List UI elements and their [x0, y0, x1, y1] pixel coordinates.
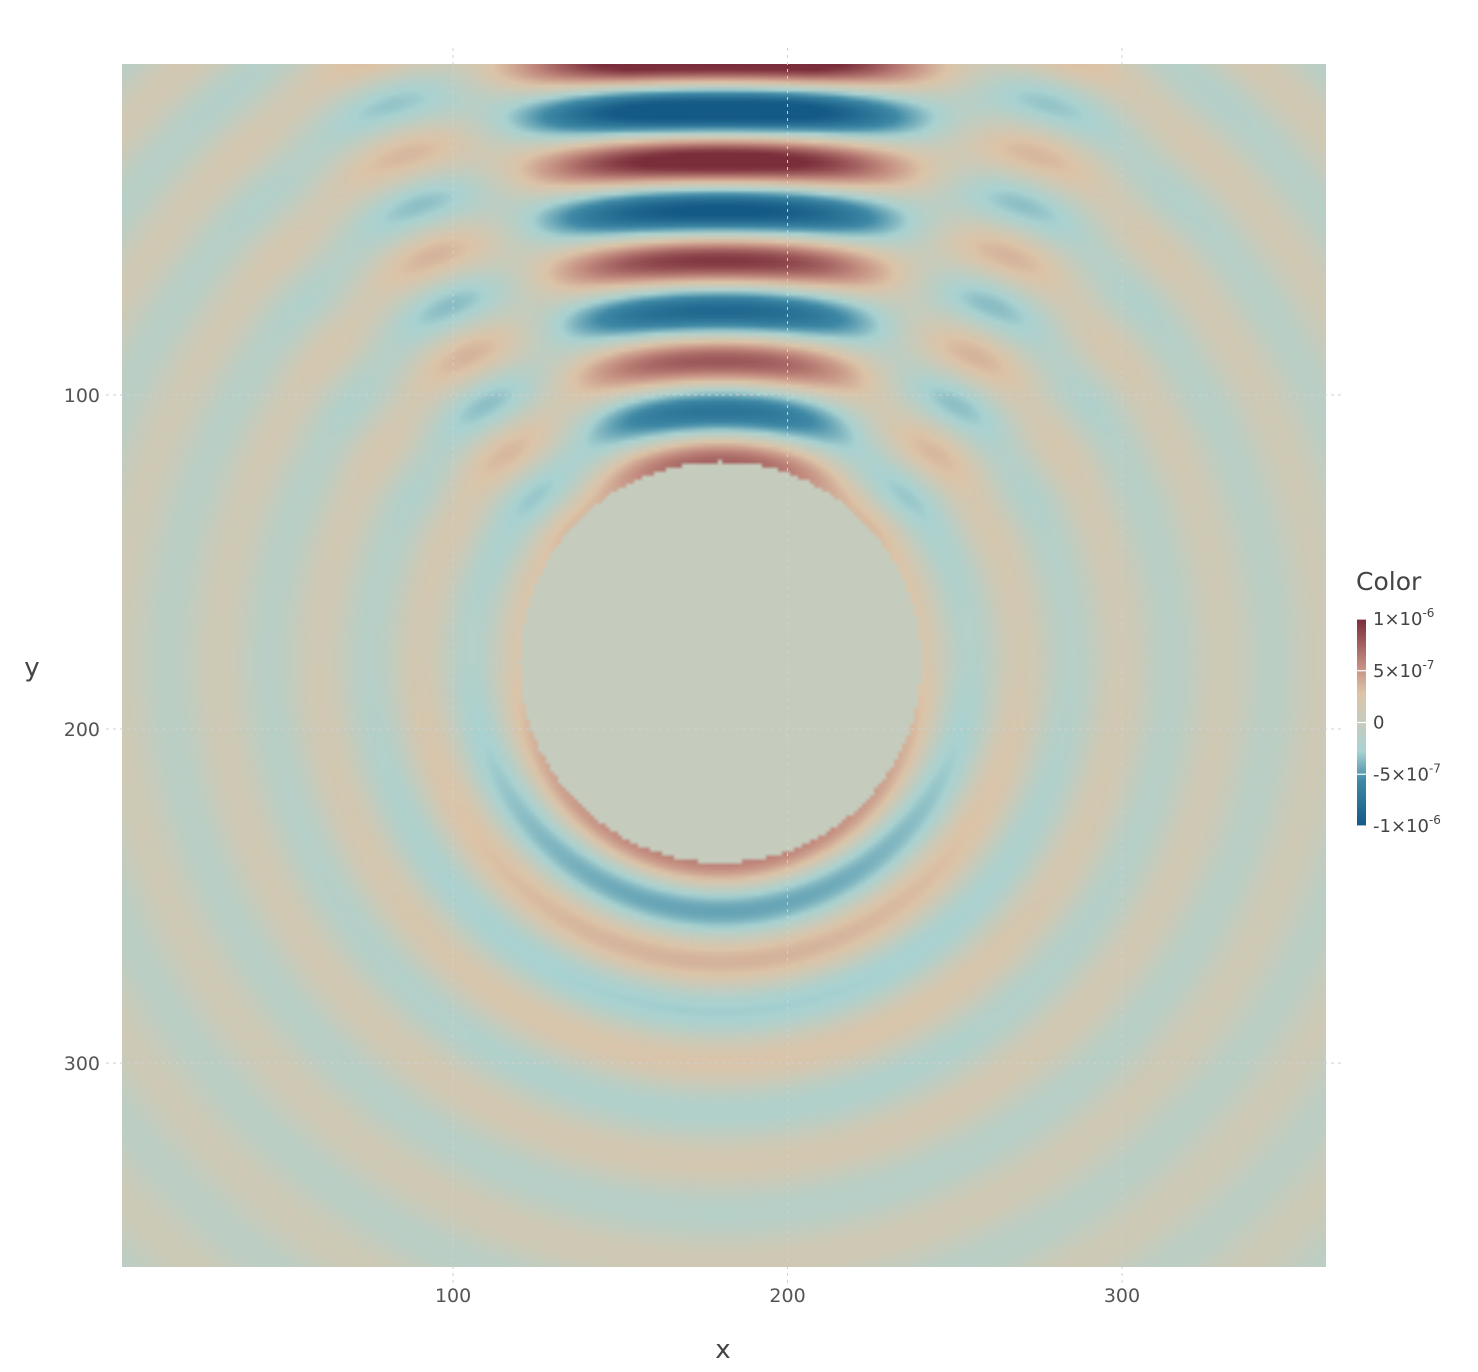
y-tick-label: 300	[64, 1053, 100, 1075]
legend-tick-label: 1×10-6	[1373, 606, 1434, 630]
heatmap-plot-area[interactable]	[122, 64, 1326, 1267]
x-tick-label: 100	[435, 1285, 471, 1307]
legend-colorbar	[1357, 619, 1366, 826]
x-tick-label: 300	[1104, 1285, 1140, 1307]
y-axis-ticks: 100 200 300	[64, 385, 100, 1075]
legend-tick-label: 0	[1373, 713, 1384, 734]
legend-tick-label: 5×10-7	[1373, 658, 1434, 682]
legend-tick-label: -5×10-7	[1373, 761, 1441, 785]
color-legend: Color 1×10-6 5×10-7 0 -5×10-7 -1×10-6	[1356, 567, 1441, 837]
x-tick-label: 200	[769, 1285, 805, 1307]
x-axis-ticks: 100 200 300	[435, 1285, 1140, 1307]
legend-tick-label: -1×10-6	[1373, 813, 1441, 837]
legend-ticks: 1×10-6 5×10-7 0 -5×10-7 -1×10-6	[1357, 606, 1441, 837]
x-axis-title: x	[715, 1335, 730, 1365]
y-tick-label: 100	[64, 385, 100, 407]
legend-title: Color	[1356, 567, 1422, 596]
y-tick-label: 200	[64, 719, 100, 741]
y-axis-title: y	[24, 653, 39, 683]
